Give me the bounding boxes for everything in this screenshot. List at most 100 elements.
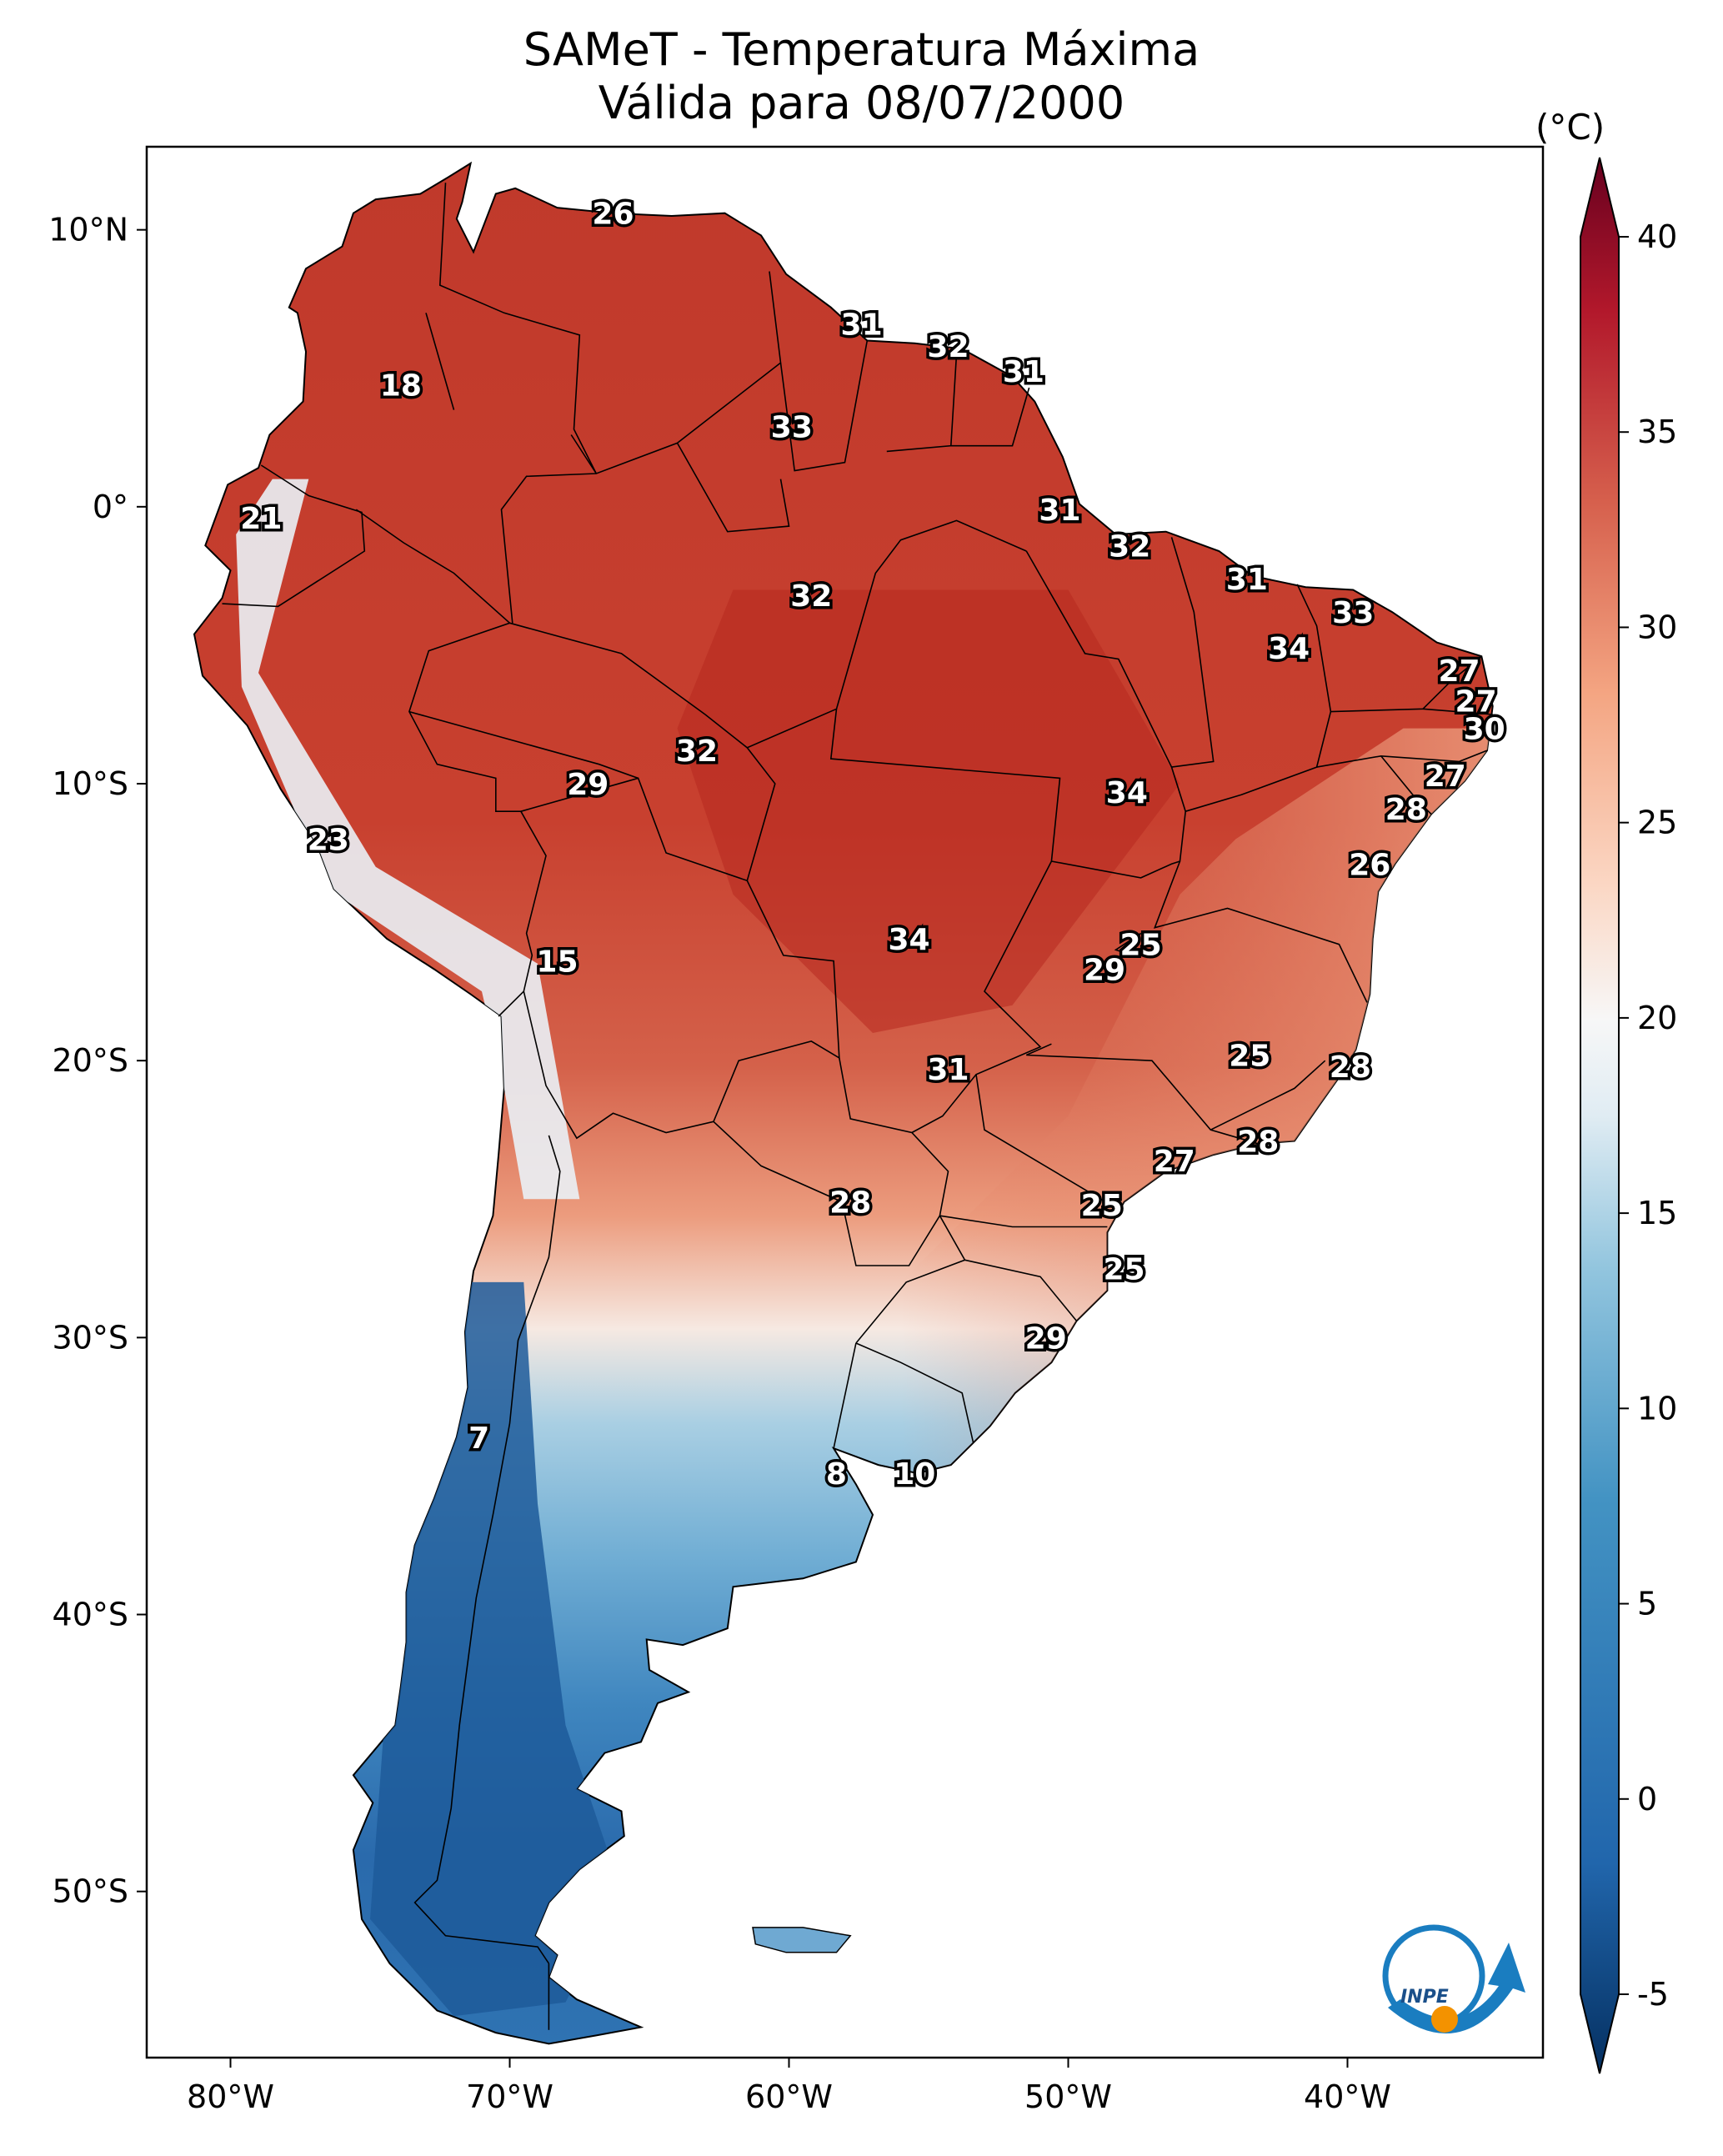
contour-label: 31: [1003, 355, 1044, 389]
contour-label: 25: [1120, 929, 1162, 963]
lat-tick-label: 0°: [93, 489, 128, 525]
logo-text: INPE: [1400, 1987, 1449, 2008]
contour-label: 32: [927, 330, 969, 364]
border-line: [1210, 1060, 1326, 1131]
contour-label: 25: [1229, 1040, 1270, 1074]
lat-tick-label: 10°N: [48, 212, 128, 248]
lon-tick-label: 70°W: [466, 2078, 553, 2115]
lat-tick-label: 10°S: [53, 765, 128, 802]
contour-label: 25: [1103, 1252, 1144, 1286]
central-hot-area: [677, 589, 1180, 1033]
border-line: [855, 1215, 966, 1344]
contour-label: 33: [1332, 596, 1374, 630]
colorbar-tick-label: 15: [1637, 1195, 1677, 1231]
border-line: [1170, 537, 1215, 768]
contour-label: 29: [1084, 954, 1125, 988]
contour-label: 31: [1226, 563, 1268, 597]
border-line: [1380, 755, 1432, 815]
contour-label: 29: [567, 768, 609, 802]
contour-label: 33: [771, 410, 813, 444]
contour-label: 21: [240, 502, 282, 536]
contour-label: 28: [1385, 793, 1427, 827]
colorbar-tick-label: 20: [1637, 1000, 1677, 1036]
lon-tick-label: 80°W: [187, 2078, 274, 2115]
border-line: [964, 1259, 1078, 1321]
logo-arrow-icon: [1388, 1943, 1525, 2034]
lat-tick-label: 50°S: [53, 1873, 128, 1910]
contour-label: 27: [1438, 654, 1480, 689]
contour-label: 7: [468, 1421, 489, 1456]
inpe-logo: INPE: [1382, 1924, 1525, 2034]
contour-label: 34: [888, 923, 929, 957]
lat-tick-label: 40°S: [53, 1597, 128, 1633]
border-line: [1114, 932, 1142, 954]
border-line: [713, 1057, 949, 1266]
contour-label: 26: [1349, 848, 1390, 882]
border-line: [1330, 655, 1482, 713]
colorbar-unit: (°C): [1535, 107, 1605, 148]
border-line: [1185, 584, 1332, 812]
lon-tick-label: 50°W: [1024, 2078, 1112, 2115]
border-line: [413, 1135, 561, 1964]
map-title-line-1: SAMeT - Temperatura Máxima: [523, 23, 1200, 76]
border-line: [833, 1342, 857, 1449]
contour-label: 31: [1039, 494, 1080, 528]
contour-label: 31: [841, 308, 883, 343]
contour-label: 8: [826, 1457, 847, 1492]
border-line: [975, 1074, 1111, 1206]
contour-label: 34: [1106, 776, 1148, 810]
contour-label: 27: [1154, 1145, 1195, 1179]
lat-tick-label: 30°S: [53, 1319, 128, 1356]
contour-label: 28: [1330, 1050, 1371, 1085]
map-title-line-2: Válida para 08/07/2000: [598, 77, 1125, 129]
border-line: [676, 443, 790, 533]
contour-label: 27: [1455, 684, 1497, 719]
contour-label: 28: [829, 1186, 871, 1221]
border-line: [829, 709, 1061, 1134]
contour-label: 27: [1425, 760, 1466, 794]
contour-label: 34: [1268, 632, 1310, 666]
border-line: [950, 387, 1030, 447]
colorbar-tick-label: 35: [1637, 414, 1677, 450]
country-state-borders: [222, 183, 1493, 2030]
falkland-islands: [752, 1927, 852, 1953]
border-line: [1422, 708, 1493, 715]
border-line: [408, 710, 639, 780]
contour-label: 10: [894, 1457, 935, 1492]
contour-label: 26: [592, 198, 634, 232]
border-line: [355, 509, 547, 1017]
border-line: [520, 777, 840, 1140]
contour-label: 29: [1025, 1321, 1067, 1356]
colorbar-tick-label: -5: [1637, 1976, 1669, 2013]
colorbar-tick-label: 10: [1637, 1390, 1677, 1426]
latitude-axis: 10°N 0° 10°S 20°S 30°S 40°S 50°S: [48, 212, 147, 1910]
contour-label: 15: [536, 945, 578, 980]
lon-tick-label: 40°W: [1304, 2078, 1391, 2115]
colorbar-tick-label: 30: [1637, 609, 1677, 645]
contour-label: 31: [927, 1053, 969, 1087]
contour-label: 18: [380, 369, 422, 404]
border-line: [570, 434, 597, 474]
contour-label: 25: [1081, 1189, 1123, 1223]
colorbar-tick-label: 40: [1637, 218, 1677, 255]
colorbar-tick-label: 0: [1637, 1781, 1657, 1818]
contour-label: 30: [1464, 713, 1505, 747]
border-line: [222, 464, 366, 608]
border-line: [779, 340, 869, 472]
border-line: [746, 747, 776, 881]
contour-label: 32: [790, 579, 832, 614]
contour-label: 28: [1237, 1126, 1279, 1160]
border-line: [1025, 1043, 1259, 1145]
contour-label: 32: [676, 735, 718, 769]
border-line: [1153, 860, 1368, 1003]
colorbar-tick-label: 5: [1637, 1586, 1657, 1622]
contour-label: 32: [1109, 529, 1150, 564]
border-line: [855, 1342, 974, 1443]
longitude-axis: 80°W 70°W 60°W 50°W 40°W: [187, 2058, 1391, 2115]
border-line: [438, 183, 598, 474]
border-line: [1316, 750, 1488, 768]
border-line: [939, 1215, 1108, 1228]
